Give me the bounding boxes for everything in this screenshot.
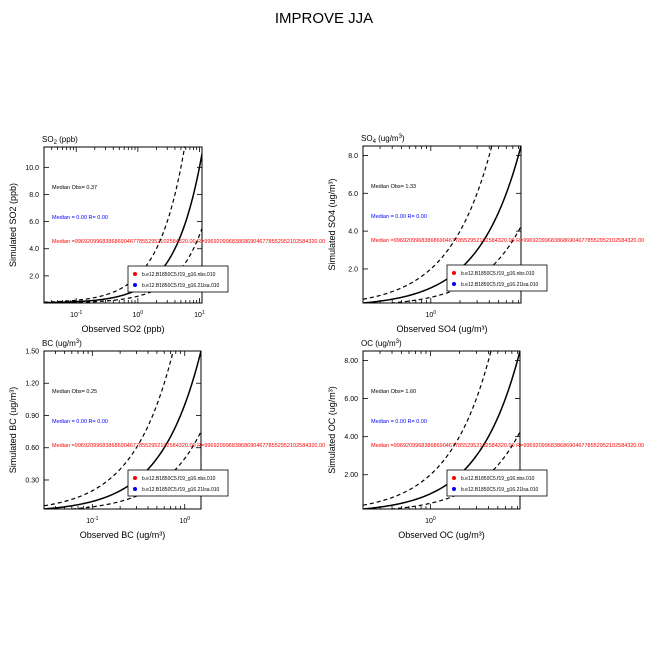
plot-frame: [362, 350, 521, 510]
y-tick-label: 4.0: [29, 246, 39, 253]
median-obs-text: Median Obs= 0.37: [52, 185, 97, 191]
x-tick-label: 100: [425, 516, 436, 525]
x-tick-label: 101: [194, 310, 205, 319]
legend-label: b.e12.B1850C5.f19_g16.21lsa.010: [142, 283, 220, 289]
x-tick-label: 100: [133, 310, 144, 319]
median-blue-text: Median = 0.00 R= 0.00: [371, 214, 427, 220]
y-axis-label: Simulated BC (ug/m³): [8, 387, 18, 474]
legend-marker: [133, 272, 137, 276]
legend-label: b.e12.B1850C5.f19_g16.nbs.010: [461, 271, 535, 277]
median-obs-text: Median Obs= 1.33: [371, 184, 416, 190]
legend-marker: [452, 271, 456, 275]
one-to-two-line: [384, 431, 520, 509]
median-blue-text: Median = 0.00 R= 0.00: [52, 215, 108, 221]
two-to-one-line: [44, 147, 186, 303]
legend-label: b.e12.B1850C5.f19_g16.21lsa.010: [142, 487, 220, 493]
legend-marker: [452, 487, 456, 491]
legend-label: b.e12.B1850C5.f19_g16.nbs.010: [461, 476, 535, 482]
y-tick-label: 8.0: [29, 192, 39, 199]
median-red-text: Median =99692099683868690467785529521025…: [52, 443, 325, 449]
panel-1: 10-1 100 101 2.0 4.0 6.0 8.0 10.0 SO2 (ppb) Obser…: [8, 135, 325, 334]
legend-marker: [133, 476, 137, 480]
legend-label: b.e12.B1850C5.f19_g16.nbs.010: [142, 476, 216, 482]
legend-marker: [452, 476, 456, 480]
y-tick-label: 4.0: [348, 229, 358, 236]
x-axis-label: Observed BC (ug/m³): [80, 530, 166, 540]
median-obs-text: Median Obs= 1.60: [371, 389, 416, 395]
median-blue-text: Median = 0.00 R= 0.00: [371, 419, 427, 425]
plot-frame: [362, 145, 522, 304]
y-tick-label: 10.0: [25, 165, 39, 172]
one-to-two-line: [384, 226, 521, 303]
legend: b.e12.B1850C5.f19_g16.nbs.010 b.e12.B1850…: [446, 469, 548, 497]
y-tick-label: 6.0: [348, 191, 358, 198]
x-axis-label: Observed SO4 (ug/m³): [396, 324, 487, 334]
figure-title: IMPROVE JJA: [274, 10, 374, 27]
y-tick-label: 2.0: [348, 266, 358, 273]
x-axis-label: Observed OC (ug/m³): [398, 530, 485, 540]
two-to-one-line: [363, 146, 493, 300]
legend-label: b.e12.B1850C5.f19_g16.21lsa.010: [461, 282, 539, 288]
y-axis-label: Simulated SO2 (ppb): [8, 183, 18, 267]
median-red-text: Median =99692099683868690467785529521025…: [371, 443, 644, 449]
panel-label: SO2 (ppb): [42, 135, 78, 146]
median-blue-text: Median = 0.00 R= 0.00: [52, 419, 108, 425]
legend-box: [446, 469, 548, 497]
x-tick-label: 10-1: [70, 310, 82, 319]
median-red-text: Median =99692099683868690467785529521025…: [371, 238, 644, 244]
legend: b.e12.B1850C5.f19_g16.nbs.010 b.e12.B1850…: [127, 469, 229, 497]
y-tick-label: 6.00: [344, 396, 358, 403]
legend: b.e12.B1850C5.f19_g16.nbs.010 b.e12.B1850…: [446, 264, 548, 292]
y-tick-label: 1.50: [25, 349, 39, 356]
one-to-one-line: [44, 351, 201, 509]
legend-box: [127, 265, 229, 293]
x-axis-label: Observed SO2 (ppb): [81, 324, 164, 334]
legend-marker: [133, 283, 137, 287]
legend-box: [446, 264, 548, 292]
panel-label: BC (ug/m3): [42, 339, 82, 348]
y-tick-label: 8.0: [348, 153, 358, 160]
one-to-two-line: [44, 228, 202, 303]
x-tick-label: 100: [179, 516, 190, 525]
legend-label: b.e12.B1850C5.f19_g16.nbs.010: [142, 272, 216, 278]
y-tick-label: 2.00: [344, 472, 358, 479]
y-tick-label: 8.00: [344, 358, 358, 365]
median-red-text: Median =99692099683868690467785529521025…: [52, 239, 325, 245]
panel-label: SO4 (ug/m3): [361, 134, 405, 145]
legend-box: [127, 469, 229, 497]
y-axis-label: Simulated OC (ug/m³): [327, 386, 337, 474]
legend-marker: [133, 487, 137, 491]
y-tick-label: 2.0: [29, 273, 39, 280]
one-to-one-line: [363, 146, 521, 303]
legend-marker: [452, 282, 456, 286]
legend-label: b.e12.B1850C5.f19_g16.21lsa.010: [461, 487, 539, 493]
x-tick-label: 10-1: [86, 516, 98, 525]
plot-frame: [43, 146, 203, 304]
median-obs-text: Median Obs= 0.25: [52, 389, 97, 395]
panel-2: 100 2.0 4.0 6.0 8.0 SO4 (ug/m3) Observed SO4 (…: [327, 134, 644, 334]
y-tick-label: 0.60: [25, 445, 39, 452]
y-tick-label: 0.30: [25, 477, 39, 484]
two-to-one-line: [363, 351, 492, 506]
plot-frame: [43, 350, 202, 510]
legend: b.e12.B1850C5.f19_g16.nbs.010 b.e12.B1850…: [127, 265, 229, 293]
panel-label: OC (ug/m3): [361, 339, 402, 348]
y-axis-label: Simulated SO4 (ug/m³): [327, 178, 337, 270]
y-tick-label: 0.90: [25, 413, 39, 420]
one-to-one-line: [363, 351, 520, 509]
y-tick-label: 4.00: [344, 434, 358, 441]
panel-4: 100 2.00 4.00 6.00 8.00 OC (ug/m3) Observed OC…: [327, 339, 644, 540]
x-tick-label: 100: [426, 310, 437, 319]
y-tick-label: 6.0: [29, 219, 39, 226]
y-tick-label: 1.20: [25, 381, 39, 388]
